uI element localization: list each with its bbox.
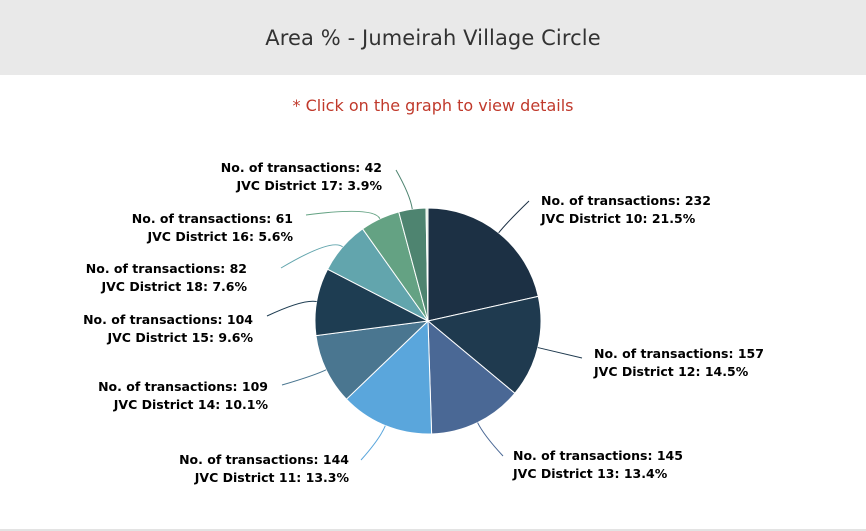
label-connector: [537, 347, 583, 359]
pie-slice-jvc-district-11[interactable]: [345, 319, 433, 435]
slice-labels: No. of transactions: 232 JVC District 10:…: [83, 160, 764, 485]
header: Area % - Jumeirah Village Circle: [0, 0, 866, 75]
pie-slices: [314, 207, 542, 435]
label-connector: [498, 200, 530, 234]
slice-label: No. of transactions: 61 JVC District 16: …: [132, 211, 294, 244]
slice-label: No. of transactions: 157 JVC District 12:…: [593, 346, 764, 379]
label-connector: [281, 369, 327, 386]
pie-slice-other[interactable]: [425, 207, 429, 322]
page-title: Area % - Jumeirah Village Circle: [265, 25, 601, 50]
slice-label: No. of transactions: 144 JVC District 11:…: [179, 452, 349, 485]
slice-label: No. of transactions: 82 JVC District 18: …: [86, 261, 248, 294]
label-connector: [477, 422, 504, 457]
slice-label: No. of transactions: 104 JVC District 15:…: [83, 312, 253, 345]
label-connector: [280, 244, 343, 269]
click-hint: * Click on the graph to view details: [292, 96, 574, 115]
label-connector: [360, 425, 386, 461]
slice-label: No. of transactions: 232 JVC District 10:…: [540, 193, 711, 226]
label-connector: [395, 169, 413, 210]
bottom-divider: [0, 529, 866, 531]
label-connectors: [266, 169, 583, 461]
pie-slice-jvc-district-13[interactable]: [427, 319, 516, 435]
slice-label: No. of transactions: 42 JVC District 17: …: [221, 160, 383, 193]
label-connector: [305, 210, 381, 220]
slice-label: No. of transactions: 145 JVC District 13:…: [512, 448, 683, 481]
pie-slice-jvc-district-14[interactable]: [315, 320, 430, 400]
slice-label: No. of transactions: 109 JVC District 14:…: [98, 379, 268, 412]
label-connector: [266, 300, 317, 317]
